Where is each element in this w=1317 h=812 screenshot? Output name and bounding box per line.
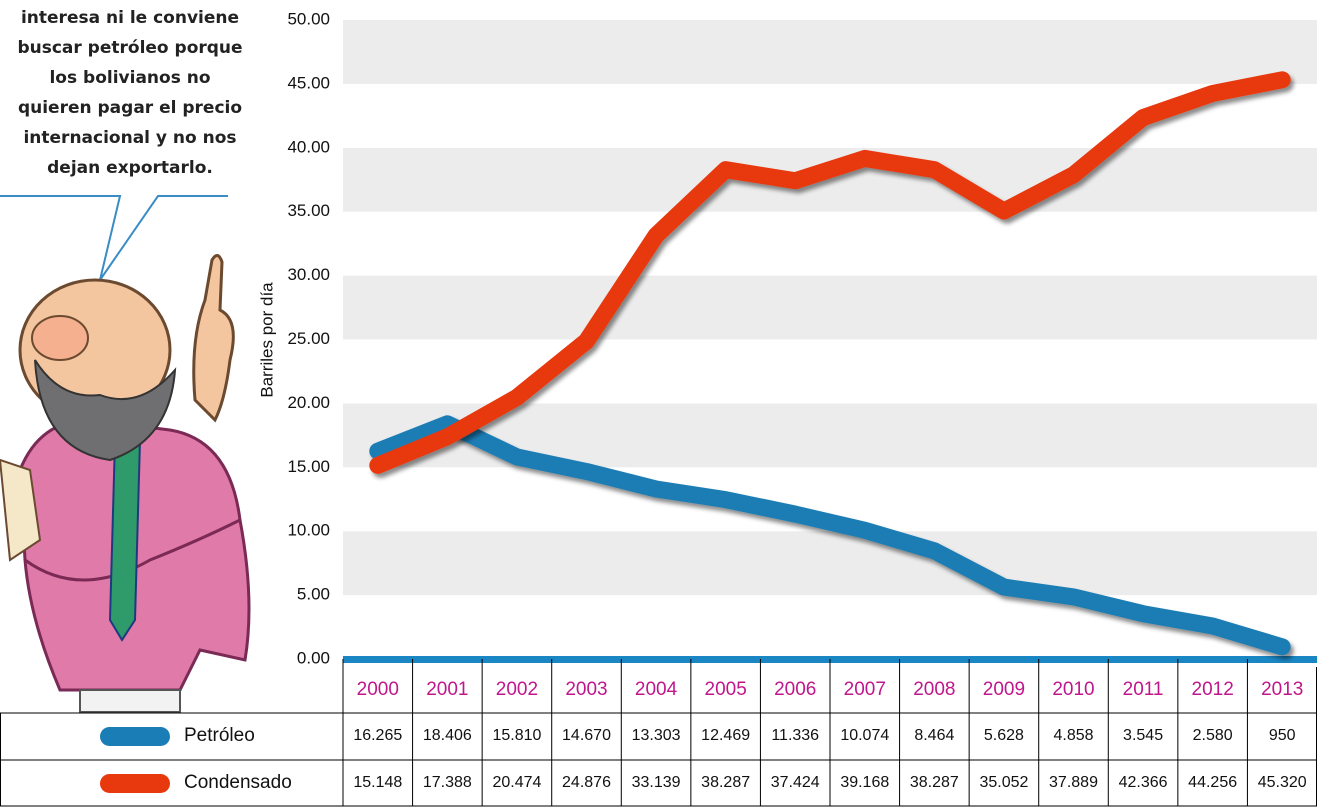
table-cell: 33.139 — [632, 774, 681, 791]
table-cell: 18.406 — [423, 727, 472, 744]
x-tick-label: 2012 — [1192, 679, 1234, 700]
table-cell: 15.810 — [492, 727, 541, 744]
table-cell: 38.287 — [910, 774, 959, 791]
table-cell: 44.256 — [1188, 774, 1237, 791]
grid-band — [343, 531, 1317, 596]
table-cell: 35.052 — [979, 774, 1028, 791]
table-cell: 8.464 — [914, 727, 954, 744]
y-tick-label: 10.00 — [287, 521, 330, 540]
y-tick-label: 30.00 — [287, 265, 330, 284]
table-cell: 10.074 — [840, 727, 889, 744]
x-tick-label: 2006 — [774, 679, 816, 700]
speech-bubble — [0, 195, 228, 281]
table-cell: 14.670 — [562, 727, 611, 744]
table-cell: 12.469 — [701, 727, 750, 744]
table-cell: 37.424 — [771, 774, 820, 791]
x-tick-label: 2003 — [565, 679, 607, 700]
grid-band — [343, 147, 1317, 212]
speech-text: quieren pagar el precio — [18, 98, 242, 118]
speech-text: buscar petróleo porque — [17, 38, 242, 58]
series-line — [369, 415, 1291, 656]
y-tick-label: 40.00 — [287, 137, 330, 156]
x-tick-label: 2000 — [357, 679, 399, 700]
table-cell: 15.148 — [353, 774, 402, 791]
x-tick-label: 2009 — [983, 679, 1025, 700]
y-tick-label: 35.00 — [287, 201, 330, 220]
table-cell: 4.858 — [1053, 727, 1093, 744]
grid-band — [343, 20, 1317, 84]
speech-text: interesa ni le conviene — [21, 8, 239, 28]
table-cell: 17.388 — [423, 774, 472, 791]
table-cell: 42.366 — [1119, 774, 1168, 791]
table-cell: 38.287 — [701, 774, 750, 791]
series-line — [369, 71, 1291, 474]
y-tick-label: 45.00 — [287, 73, 330, 92]
y-tick-label: 15.00 — [287, 457, 330, 476]
speech-text: los bolivianos no — [49, 68, 210, 88]
table-cell: 24.876 — [562, 774, 611, 791]
y-axis-title: Barriles por día — [257, 282, 276, 398]
legend-swatch — [100, 774, 170, 793]
y-tick-label: 20.00 — [287, 393, 330, 412]
y-tick-label: 0.00 — [297, 648, 330, 667]
table-cell: 13.303 — [632, 727, 681, 744]
y-tick-label: 50.00 — [287, 9, 330, 28]
x-tick-label: 2007 — [844, 679, 886, 700]
cartoon-figure — [0, 254, 251, 713]
table-cell: 5.628 — [984, 727, 1024, 744]
x-tick-label: 2010 — [1052, 679, 1094, 700]
table-cell: 2.580 — [1193, 727, 1233, 744]
legend-swatch — [100, 727, 170, 746]
table-cell: 20.474 — [492, 774, 541, 791]
x-tick-label: 2001 — [426, 679, 468, 700]
x-tick-label: 2002 — [496, 679, 538, 700]
grid-band — [343, 339, 1317, 404]
table-cell: 16.265 — [353, 727, 402, 744]
y-tick-label: 25.00 — [287, 329, 330, 348]
x-tick-label: 2005 — [705, 679, 747, 700]
x-tick-label: 2008 — [913, 679, 955, 700]
table-cell: 3.545 — [1123, 727, 1163, 744]
speech-text: internacional y no nos — [23, 128, 236, 148]
x-tick-label: 2011 — [1123, 679, 1164, 700]
legend-label: Condensado — [184, 772, 292, 793]
y-tick-label: 5.00 — [297, 585, 330, 604]
x-tick-label: 2004 — [635, 679, 678, 700]
table-cell: 11.336 — [771, 727, 819, 744]
table-cell: 45.320 — [1258, 774, 1307, 791]
plot-background — [343, 20, 1317, 659]
grid-band — [343, 211, 1317, 276]
legend-label: Petróleo — [184, 725, 255, 746]
grid-band — [343, 595, 1317, 659]
table-cell: 39.168 — [840, 774, 889, 791]
grid-band — [343, 275, 1317, 340]
table-cell: 950 — [1269, 727, 1296, 744]
speech-text: dejan exportarlo. — [47, 158, 213, 178]
x-tick-label: 2013 — [1261, 679, 1303, 700]
table-cell: 37.889 — [1049, 774, 1098, 791]
